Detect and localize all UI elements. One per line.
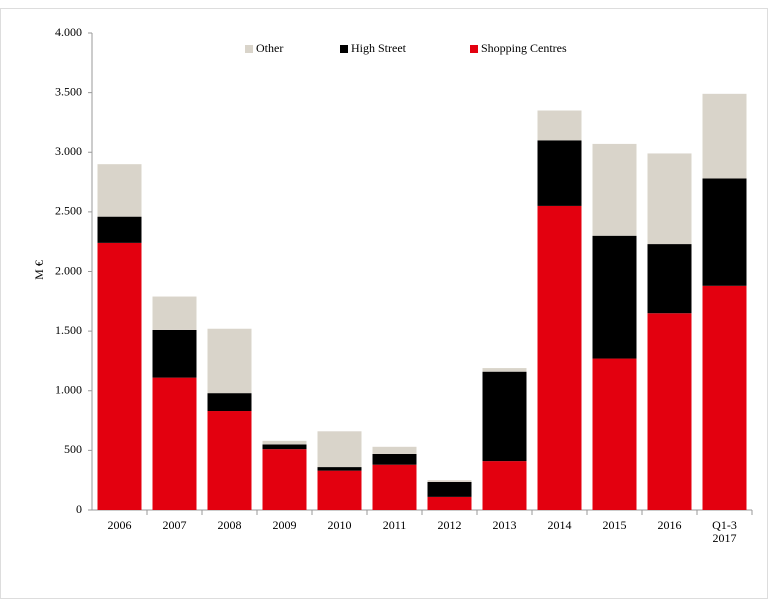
bar-segment (372, 446, 417, 454)
legend-swatch (245, 45, 253, 53)
bar-segment (207, 328, 252, 394)
bar-segment (592, 358, 637, 510)
legend-swatch (470, 45, 478, 53)
bar-segment (262, 444, 307, 450)
y-tick-label: 2.500 (55, 204, 82, 218)
legend-label: Shopping Centres (481, 41, 567, 55)
bar-segment (317, 467, 362, 471)
bar-segment (592, 235, 637, 359)
y-axis-label: M € (32, 260, 46, 280)
bar-segment (372, 464, 417, 510)
bar-segment (207, 411, 252, 510)
bar-segment (702, 285, 747, 510)
bar-segment (262, 449, 307, 510)
bar-segment (482, 461, 527, 510)
x-tick-label: 2008 (217, 518, 242, 532)
bar-segment (97, 164, 142, 217)
x-tick-label: 2006 (107, 518, 132, 532)
bar-segment (537, 205, 582, 510)
y-tick-label: 500 (64, 442, 82, 456)
bar-segment (427, 480, 472, 482)
bar-segment (97, 216, 142, 243)
y-tick-label: 2.000 (55, 263, 82, 277)
y-tick-label: 4.000 (55, 25, 82, 39)
x-tick-label: 2010 (327, 518, 352, 532)
x-tick-label: 2014 (547, 518, 572, 532)
bar-segment (482, 371, 527, 462)
y-tick-label: 0 (76, 502, 82, 516)
bar-segment (152, 329, 197, 378)
x-tick-label: 2007 (162, 518, 187, 532)
y-tick-label: 3.000 (55, 144, 82, 158)
bar-segment (427, 481, 472, 497)
bar-segment (427, 496, 472, 510)
legend-swatch (340, 45, 348, 53)
bar-segment (97, 242, 142, 510)
bar-segment (482, 368, 527, 372)
bar-segment (592, 143, 637, 236)
bar-segment (317, 431, 362, 468)
bar-segment (537, 110, 582, 141)
frame (0, 8, 768, 599)
bar-segment (702, 93, 747, 179)
bar-segment (207, 393, 252, 412)
bar-segment (647, 313, 692, 510)
x-tick-label: 2009 (272, 518, 297, 532)
y-tick-label: 1.000 (55, 383, 82, 397)
bar-segment (372, 453, 417, 465)
x-tick-label: 2016 (657, 518, 682, 532)
bar-segment (647, 153, 692, 245)
legend-label: Other (256, 41, 283, 55)
x-tick-label: Q1-3 2017 (712, 518, 737, 545)
bar-segment (152, 377, 197, 510)
bar-segment (647, 244, 692, 314)
legend-label: High Street (351, 41, 407, 55)
bar-segment (702, 178, 747, 286)
x-tick-label: 2012 (437, 518, 462, 532)
bar-segment (317, 470, 362, 510)
x-tick-label: 2013 (492, 518, 517, 532)
x-tick-label: 2011 (382, 518, 407, 532)
y-tick-label: 1.500 (55, 323, 82, 337)
bar-segment (537, 140, 582, 206)
bar-segment (262, 440, 307, 445)
x-tick-label: 2015 (602, 518, 627, 532)
y-tick-label: 3.500 (55, 84, 82, 98)
bar-segment (152, 296, 197, 330)
